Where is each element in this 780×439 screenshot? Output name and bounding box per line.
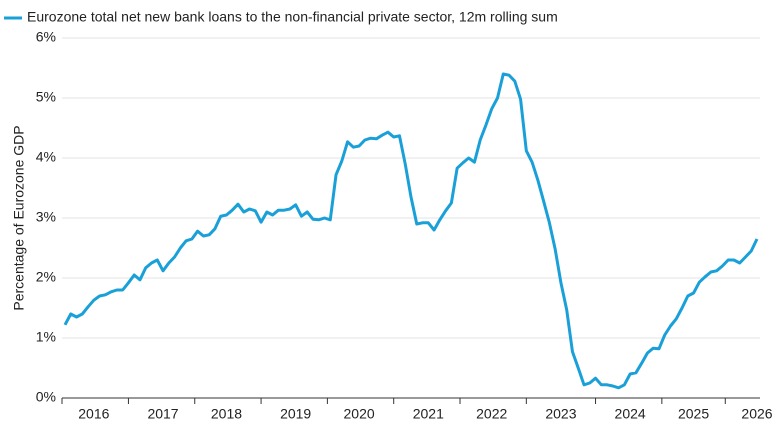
x-tick-label: 2025 [678, 406, 709, 422]
x-tick-label: 2026 [741, 406, 772, 422]
y-tick-label: 4% [36, 149, 56, 165]
x-tick-label: 2021 [413, 406, 444, 422]
x-tick-label: 2017 [147, 406, 178, 422]
y-tick-label: 3% [36, 209, 56, 225]
line-series [63, 72, 759, 390]
y-tick-label: 6% [36, 29, 56, 45]
y-tick-label: 5% [36, 89, 56, 105]
y-tick-label: 2% [36, 269, 56, 285]
x-tick-label: 2022 [476, 406, 507, 422]
y-tick-label: 1% [36, 329, 56, 345]
x-tick-label: 2023 [545, 406, 576, 422]
x-tick-label: 2018 [211, 406, 242, 422]
y-tick-label: 0% [36, 389, 56, 405]
x-tick-label: 2020 [344, 406, 375, 422]
legend-label: Eurozone total net new bank loans to the… [27, 9, 558, 25]
y-axis-label: Percentage of Eurozone GDP [11, 125, 27, 310]
x-tick-label: 2019 [280, 406, 311, 422]
x-tick-label: 2016 [78, 406, 109, 422]
x-tick-label: 2024 [615, 406, 646, 422]
